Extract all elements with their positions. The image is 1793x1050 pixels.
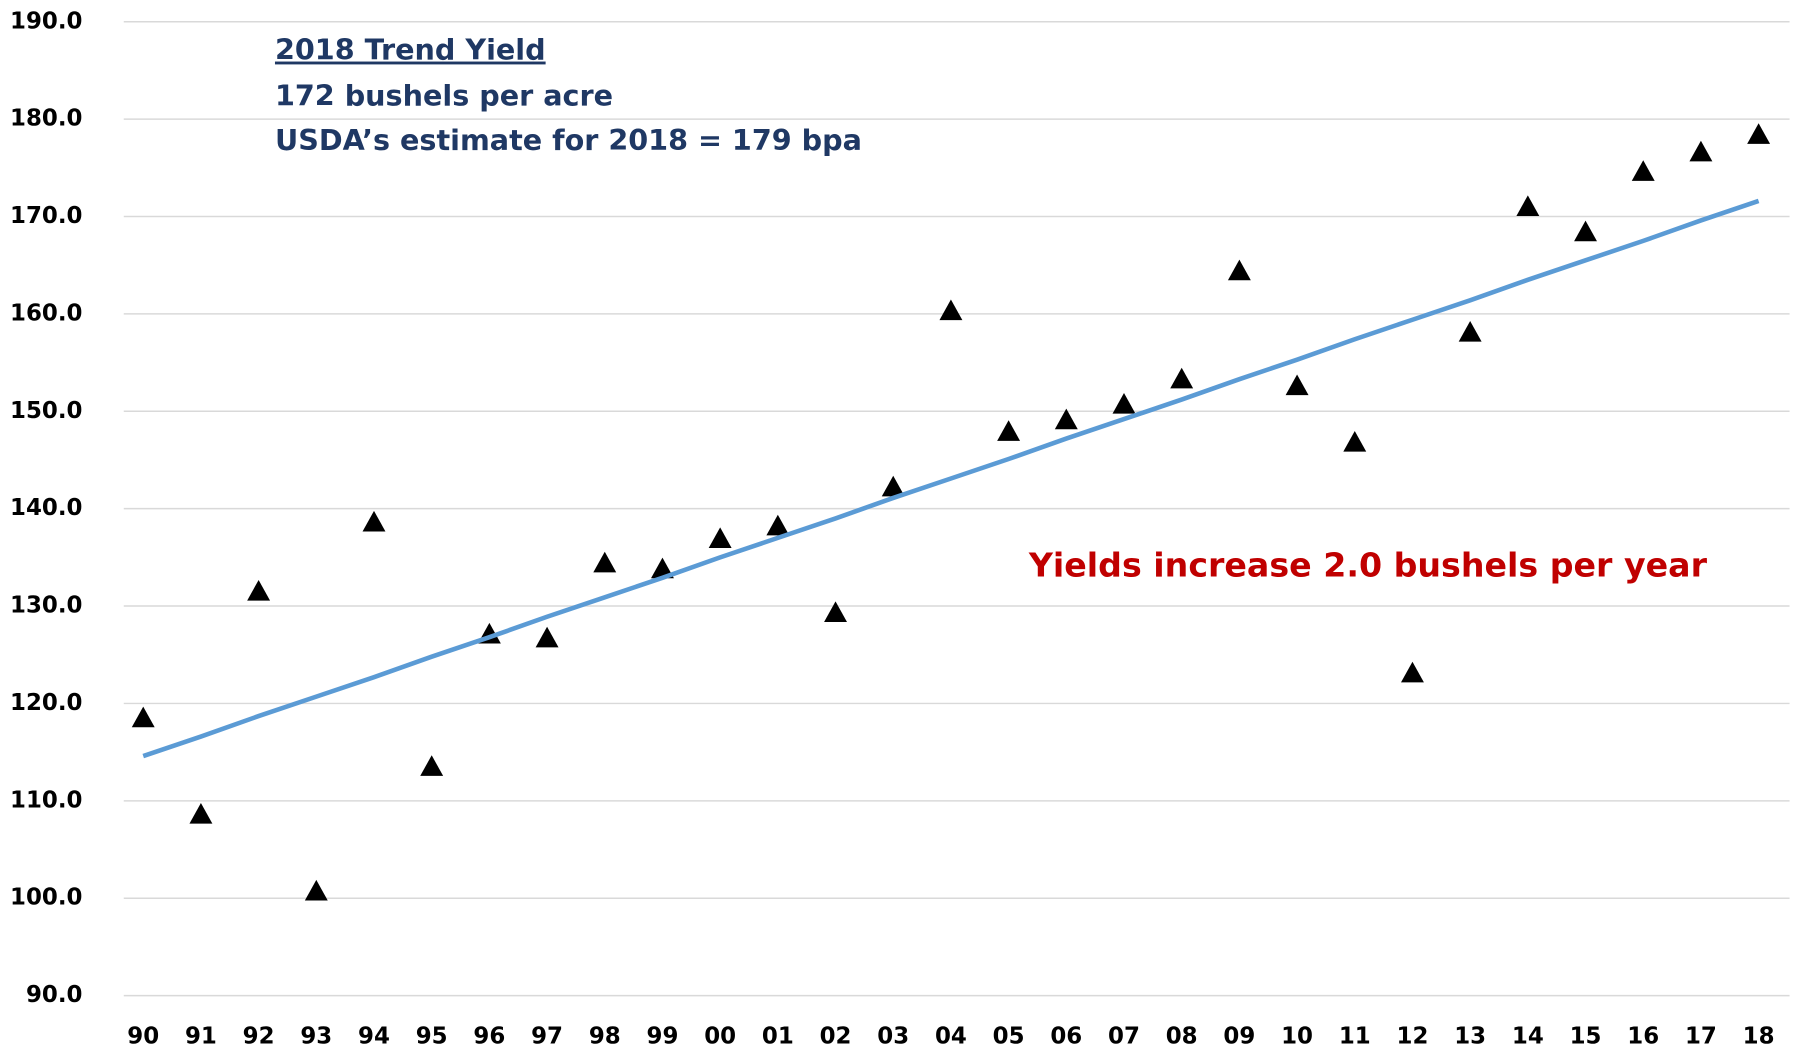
data-point (1458, 320, 1482, 342)
x-tick-label: 17 (1685, 1023, 1717, 1049)
data-point (766, 514, 790, 536)
x-tick-label: 03 (877, 1023, 909, 1049)
data-point (1574, 220, 1597, 242)
data-point (189, 802, 213, 824)
data-point (1285, 374, 1309, 396)
x-tick-label: 18 (1743, 1023, 1775, 1049)
x-tick-label: 05 (993, 1023, 1025, 1049)
y-tick-label: 150.0 (10, 398, 82, 424)
x-tick-label: 98 (589, 1023, 621, 1049)
x-tick-label: 00 (704, 1023, 736, 1049)
data-point (997, 420, 1021, 441)
data-point (708, 527, 732, 549)
data-point (362, 510, 386, 532)
x-tick-label: 99 (647, 1023, 679, 1049)
y-tick-label: 140.0 (10, 495, 82, 521)
data-point (1227, 259, 1251, 281)
x-tick-label: 12 (1397, 1023, 1429, 1049)
x-tick-label: 15 (1570, 1023, 1602, 1049)
data-point (939, 299, 963, 321)
x-tick-label: 90 (127, 1023, 159, 1049)
data-point (1343, 430, 1367, 452)
y-tick-label: 190.0 (10, 8, 82, 34)
data-point (304, 879, 328, 901)
x-tick-label: 02 (820, 1023, 852, 1049)
annotation: 2018 Trend Yield (275, 33, 546, 67)
data-point (131, 706, 155, 728)
y-tick-label: 100.0 (10, 885, 82, 911)
data-point (247, 579, 271, 601)
x-tick-label: 10 (1281, 1023, 1313, 1049)
data-point (1054, 408, 1078, 430)
x-tick-label: 01 (762, 1023, 794, 1049)
data-point (1112, 393, 1136, 414)
annotation: Yields increase 2.0 bushels per year (1028, 546, 1708, 585)
x-tick-label: 11 (1339, 1023, 1371, 1049)
annotation: USDA’s estimate for 2018 = 179 bpa (275, 123, 862, 157)
data-point (651, 557, 674, 579)
data-point (1401, 661, 1424, 683)
x-tick-label: 97 (531, 1023, 563, 1049)
x-tick-label: 93 (300, 1023, 332, 1049)
data-point (1689, 140, 1713, 162)
data-point (824, 601, 847, 623)
data-point (1747, 123, 1771, 144)
annotation: 172 bushels per acre (275, 78, 613, 112)
x-tick-label: 09 (1223, 1023, 1255, 1049)
x-tick-label: 13 (1454, 1023, 1486, 1049)
y-tick-label: 110.0 (10, 787, 82, 813)
data-point (1170, 367, 1194, 389)
x-tick-label: 92 (243, 1023, 275, 1049)
x-tick-label: 91 (185, 1023, 217, 1049)
x-tick-label: 95 (416, 1023, 448, 1049)
x-tick-label: 04 (935, 1023, 967, 1049)
y-tick-label: 160.0 (10, 300, 82, 326)
x-tick-label: 16 (1627, 1023, 1659, 1049)
x-tick-label: 08 (1166, 1023, 1198, 1049)
y-tick-label: 170.0 (10, 203, 82, 229)
data-point (420, 755, 444, 776)
x-tick-label: 07 (1108, 1023, 1140, 1049)
data-point (1516, 195, 1540, 216)
x-tick-label: 94 (358, 1023, 390, 1049)
x-tick-label: 14 (1512, 1023, 1544, 1049)
data-point (535, 626, 559, 648)
y-tick-label: 90.0 (26, 982, 83, 1008)
data-point (593, 551, 617, 573)
x-tick-label: 06 (1050, 1023, 1082, 1049)
trend-line (142, 198, 1760, 759)
y-tick-label: 120.0 (10, 690, 82, 716)
data-point (881, 475, 905, 497)
x-tick-label: 96 (473, 1023, 505, 1049)
y-tick-label: 130.0 (10, 593, 82, 619)
data-point (1631, 160, 1655, 181)
y-tick-label: 180.0 (10, 106, 82, 132)
